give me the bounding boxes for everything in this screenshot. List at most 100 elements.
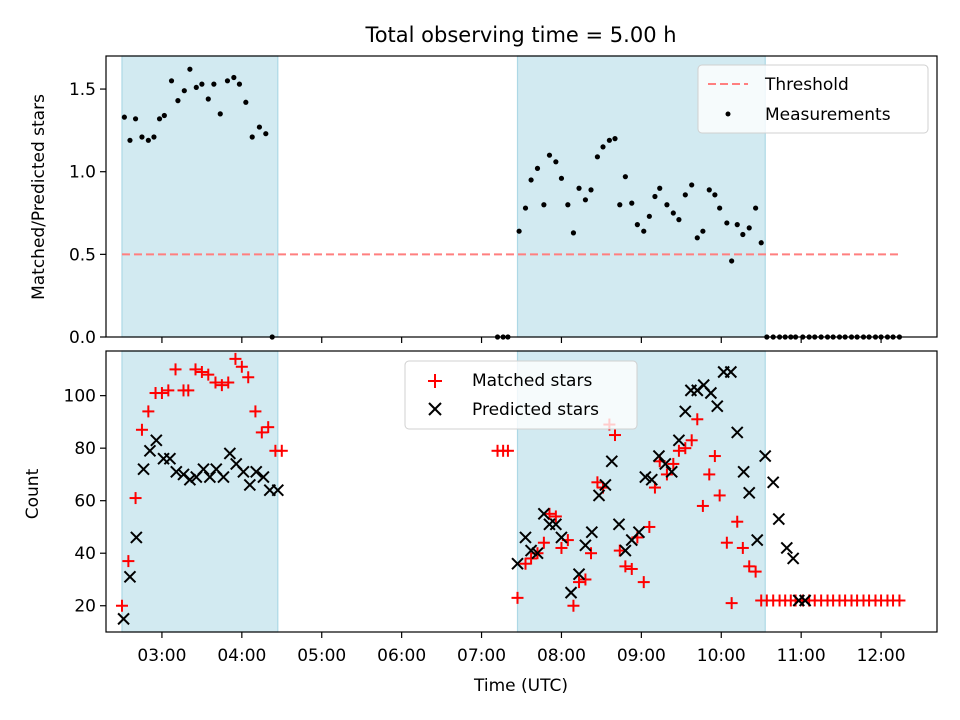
measurement-point: [558, 175, 565, 181]
matched-star-point: [501, 444, 514, 457]
measurement-point: [646, 213, 652, 219]
matched-star-point: [725, 597, 738, 610]
legend-predicted-swatch: [428, 402, 442, 416]
measurement-point: [127, 137, 133, 143]
matched-star-point: [555, 541, 568, 554]
matched-star-point: [129, 492, 142, 505]
predicted-star-point: [585, 525, 599, 539]
predicted-star-point: [257, 470, 270, 484]
legend-measurements-swatch: [725, 111, 731, 117]
matched-star-point: [713, 489, 726, 502]
legend-predicted-label: Predicted stars: [472, 400, 599, 420]
measurement-point: [231, 74, 237, 81]
bottom-y-ticks: 20 40 60 80 100: [64, 387, 106, 617]
measurement-point: [187, 66, 193, 72]
matched-star-point: [255, 426, 268, 439]
matched-star-point: [696, 499, 709, 512]
x-tick-label: 05:00: [297, 646, 346, 666]
matched-star-point: [685, 434, 698, 447]
measurement-point: [151, 134, 157, 140]
matched-star-point: [893, 594, 906, 607]
predicted-star-point: [572, 568, 586, 581]
predicted-star-point: [123, 570, 137, 584]
measurement-point: [617, 202, 623, 208]
predicted-star-point: [758, 449, 772, 463]
predicted-star-point: [743, 486, 756, 500]
predicted-star-point: [731, 426, 744, 439]
predicted-star-point: [724, 365, 738, 379]
predicted-star-point: [250, 465, 263, 479]
measurement-point: [746, 225, 752, 231]
matched-star-point: [511, 591, 524, 604]
measurement-point: [753, 205, 759, 211]
top-y-ticks: 0.0 0.5 1.0 1.5: [69, 80, 106, 348]
measurement-point: [700, 228, 706, 234]
matched-star-point: [215, 379, 228, 392]
predicted-star-point: [619, 544, 632, 557]
predicted-star-point: [524, 544, 538, 557]
measurement-point: [541, 202, 547, 208]
measurement-point: [740, 231, 746, 238]
matched-star-point: [679, 442, 692, 455]
measurement-point: [553, 159, 559, 165]
measurement-point: [689, 182, 695, 188]
y-tick-label: 40: [74, 544, 96, 564]
measurement-point: [576, 185, 582, 191]
predicted-star-point: [786, 552, 800, 565]
predicted-star-point: [579, 539, 592, 552]
measurement-point: [641, 228, 647, 234]
predicted-star-point: [766, 476, 780, 489]
measurement-point: [657, 185, 663, 191]
predicted-star-point: [592, 489, 606, 502]
y-tick-label: 0.0: [69, 328, 96, 348]
matched-star-point: [182, 384, 195, 397]
legend-threshold-label: Threshold: [764, 75, 849, 95]
y-tick-label: 80: [74, 439, 96, 459]
measurement-point: [145, 137, 151, 143]
predicted-star-point: [645, 473, 658, 486]
measurement-point: [199, 81, 205, 87]
predicted-star-point: [163, 452, 177, 465]
matched-star-point: [195, 366, 208, 379]
predicted-star-point: [537, 507, 551, 521]
y-tick-label: 0.5: [69, 245, 96, 265]
predicted-star-point: [659, 457, 672, 471]
measurement-point: [600, 144, 606, 150]
predicted-star-point: [605, 455, 618, 468]
x-tick-label: 03:00: [137, 646, 186, 666]
matched-star-point: [209, 376, 222, 389]
measurement-point: [522, 205, 529, 211]
bottom-legend-box: [404, 360, 638, 430]
measurement-point: [670, 210, 676, 216]
matched-star-point: [235, 360, 248, 373]
measurement-point: [724, 220, 730, 226]
x-tick-label: 04:00: [217, 646, 266, 666]
legend-matched-swatch: [428, 374, 442, 388]
matched-star-point: [169, 363, 182, 376]
bottom-legend: Matched stars Predicted stars: [404, 360, 638, 430]
measurement-point: [622, 174, 628, 180]
y-tick-label: 60: [74, 492, 96, 512]
measurement-point: [712, 192, 718, 198]
predicted-stars-series: [117, 365, 812, 626]
predicted-star-point: [217, 470, 230, 484]
matched-star-point: [720, 536, 733, 549]
matched-star-point: [142, 405, 155, 418]
measurement-point: [606, 137, 612, 143]
measurement-point: [676, 217, 682, 223]
matched-star-point: [736, 541, 749, 554]
matched-star-point: [202, 368, 215, 381]
matched-star-point: [567, 599, 580, 612]
predicted-star-point: [599, 478, 612, 492]
matched-star-point: [519, 557, 532, 570]
top-x-ticks: [161, 337, 882, 343]
measurement-point: [629, 200, 635, 206]
matched-stars-series: [115, 352, 906, 612]
bottom-y-axis-label: Count: [23, 468, 43, 519]
x-tick-label: 12:00: [857, 646, 906, 666]
measurement-point: [582, 197, 589, 203]
y-tick-label: 20: [74, 597, 96, 617]
measurement-point: [132, 116, 139, 122]
measurement-point: [729, 258, 735, 264]
y-tick-label: 1.0: [69, 163, 96, 183]
